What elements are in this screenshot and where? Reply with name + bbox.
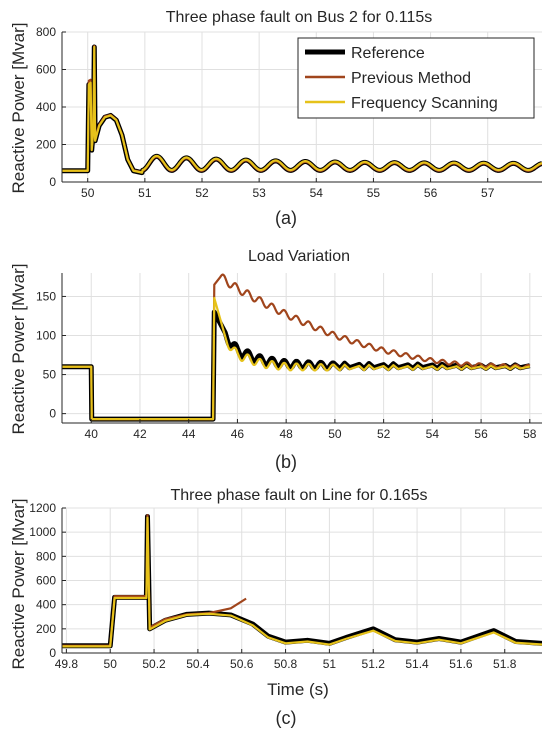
plot-b-xtick-label: 54 — [426, 427, 440, 441]
plot-b-xtick-label: 48 — [279, 427, 293, 441]
panel-b-ylabel: Reactive Power [Mvar] — [9, 264, 28, 435]
plot-b-xtick-label: 44 — [182, 427, 196, 441]
plot-c-xtick-label: 50.2 — [142, 657, 166, 671]
panel-a-title: Three phase fault on Bus 2 for 0.115s — [166, 9, 433, 26]
plot-c: 49.8 50 50.2 50.4 50.6 50.8 51 51.2 51.4 51.6 51.8… — [29, 501, 542, 671]
plot-c-series — [62, 513, 542, 649]
plot-a-ytick-label: 600 — [36, 63, 56, 77]
plot-b-ytick-label: 150 — [36, 289, 56, 303]
plot-c-xtick-label: 50 — [104, 657, 118, 671]
plot-c-ytick-label: 200 — [36, 622, 56, 636]
plot-a-xtick-label: 57 — [481, 186, 495, 200]
panel-c-xlabel: Time (s) — [267, 680, 329, 699]
plot-b: 40 42 44 46 48 50 52 54 56 58 0 50 100 150 — [36, 273, 542, 441]
panel-b-label: (b) — [275, 452, 297, 472]
plot-a-xtick-label: 50 — [81, 186, 95, 200]
panel-c-title: Three phase fault on Line for 0.165s — [170, 487, 427, 504]
series-b-previous — [62, 273, 531, 421]
plot-c-xtick-label: 51.4 — [405, 657, 429, 671]
plot-c-xtick-label: 49.8 — [55, 657, 79, 671]
plot-b-ytick-label: 100 — [36, 329, 56, 343]
plot-a-xtick-label: 56 — [424, 186, 438, 200]
plot-b-xtick-label: 40 — [85, 427, 99, 441]
plot-c-ytick-label: 1200 — [29, 501, 56, 515]
panel-c-ylabel: Reactive Power [Mvar] — [9, 499, 28, 670]
legend-reference-label: Reference — [351, 45, 425, 62]
plot-b-xtick-label: 46 — [231, 427, 245, 441]
plot-c-xtick-label: 50.6 — [230, 657, 254, 671]
plot-a-xtick-label: 55 — [367, 186, 381, 200]
plot-a-xtick-label: 52 — [195, 186, 209, 200]
plot-c-ytick-label: 400 — [36, 598, 56, 612]
plot-a-ytick-label: 400 — [36, 100, 56, 114]
legend-previous-label: Previous Method — [351, 70, 471, 87]
legend-frequency-label: Frequency Scanning — [351, 95, 498, 112]
series-a-frequency — [62, 45, 542, 174]
panel-c-label: (c) — [276, 708, 297, 728]
panel-b-title: Load Variation — [248, 248, 350, 265]
plot-a-xtick-label: 51 — [138, 186, 152, 200]
panel-a-label: (a) — [275, 208, 297, 228]
plot-a-ytick-label: 200 — [36, 138, 56, 152]
plot-a-ytick-label: 0 — [49, 175, 56, 189]
plot-a-ytick-label: 800 — [36, 25, 56, 39]
plot-c-xtick-label: 51.6 — [449, 657, 473, 671]
plot-b-xtick-label: 58 — [523, 427, 537, 441]
plot-c-xtick-label: 50.4 — [186, 657, 210, 671]
series-b-frequency — [62, 296, 531, 421]
plot-a-xtick-label: 54 — [310, 186, 324, 200]
plot-c-xtick-label: 50.8 — [274, 657, 298, 671]
plot-c-ytick-label: 0 — [49, 646, 56, 660]
plot-b-area — [62, 273, 542, 423]
plot-a-series — [62, 44, 542, 176]
plot-a-xtick-label: 53 — [252, 186, 266, 200]
plot-c-ytick-label: 800 — [36, 549, 56, 563]
plot-c-xtick-label: 51.2 — [362, 657, 386, 671]
plot-b-xtick-label: 52 — [377, 427, 391, 441]
plot-c-xtick-label: 51 — [323, 657, 337, 671]
plot-c-ytick-label: 600 — [36, 574, 56, 588]
panel-c: Three phase fault on Line for 0.165s Rea… — [9, 487, 428, 728]
plot-b-xtick-label: 56 — [474, 427, 488, 441]
panel-a-ylabel: Reactive Power [Mvar] — [9, 23, 28, 194]
plot-b-xtick-label: 50 — [328, 427, 342, 441]
plot-b-xtick-label: 42 — [133, 427, 147, 441]
plot-c-xtick-label: 51.8 — [493, 657, 517, 671]
legend: Reference Previous Method Frequency Scan… — [297, 37, 535, 119]
plot-c-ytick-label: 1000 — [29, 525, 56, 539]
panel-b: Load Variation Reactive Power [Mvar] (b) — [9, 248, 350, 472]
plot-b-series — [62, 273, 531, 422]
series-c-frequency — [62, 516, 542, 648]
plot-b-ytick-label: 50 — [43, 368, 57, 382]
plot-b-ytick-label: 0 — [49, 407, 56, 421]
panel-a: Three phase fault on Bus 2 for 0.115s Re… — [9, 9, 432, 228]
